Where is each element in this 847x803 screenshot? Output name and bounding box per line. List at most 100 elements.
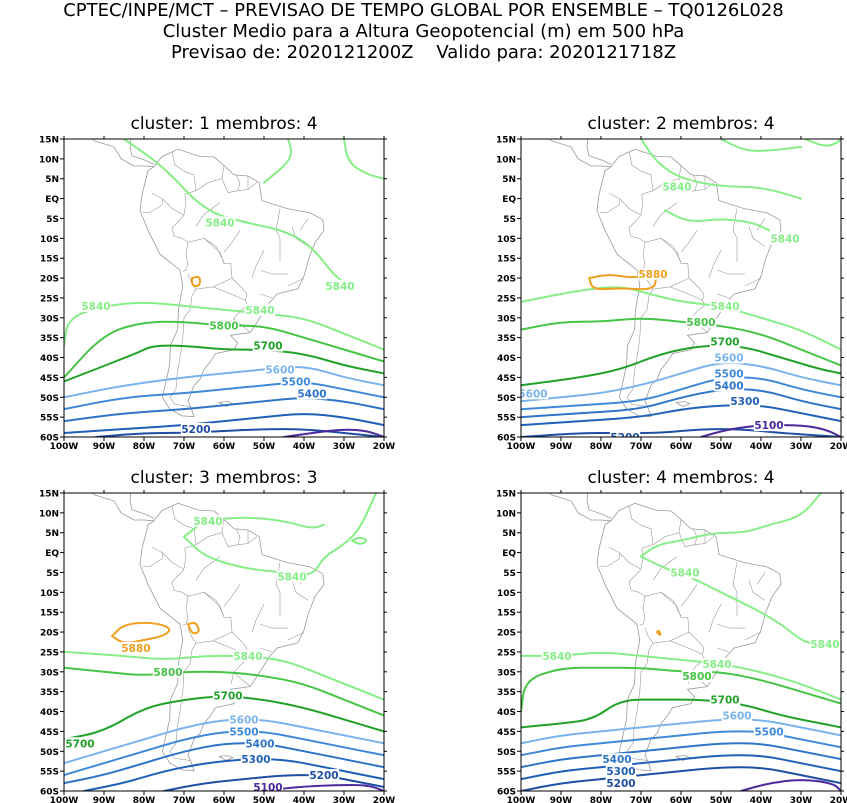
country-border — [652, 202, 678, 227]
contour-label-bg — [192, 514, 224, 527]
country-border — [708, 604, 722, 633]
coastline-hispaniola — [624, 474, 647, 483]
lat-tick-label: 20S — [497, 275, 516, 285]
lat-tick-label: 30S — [497, 668, 516, 678]
country-border — [644, 237, 690, 290]
contour-label-bg — [308, 769, 340, 782]
contour-label-5700: 5700 — [710, 337, 739, 349]
contour-label-5200: 5200 — [606, 778, 635, 790]
country-border — [716, 647, 730, 653]
lat-tick-label: 40S — [497, 354, 516, 364]
lat-tick-label: 15N — [39, 490, 59, 500]
lat-tick-label: 25S — [40, 294, 59, 304]
contour-5840 — [804, 139, 841, 147]
coastline-central-america — [548, 139, 612, 168]
lat-tick-label: 55S — [40, 768, 59, 778]
contour-label-bg — [605, 777, 637, 790]
lat-tick-label: 5S — [46, 569, 59, 579]
country-border — [221, 178, 258, 193]
contour-label-5800: 5800 — [209, 321, 238, 333]
coastline-africa — [394, 494, 434, 535]
lat-tick-label: 55S — [497, 414, 516, 424]
lat-tick-label: 60S — [40, 788, 59, 798]
lat-tick-label: 5S — [503, 215, 516, 225]
contour-label-5840: 5840 — [81, 301, 110, 313]
contour-5840 — [263, 139, 292, 184]
contour-5700 — [521, 698, 841, 729]
contour-label-bg — [180, 423, 212, 436]
contour-5700 — [64, 344, 384, 383]
lon-tick-label: 40W — [293, 796, 316, 803]
lon-tick-label: 90W — [550, 796, 573, 803]
country-border — [644, 591, 690, 644]
contour-label-5840: 5840 — [277, 571, 306, 583]
country-border — [744, 277, 762, 287]
lat-tick-label: 25S — [40, 648, 59, 658]
lon-tick-label: 30W — [333, 796, 356, 803]
contour-label-5200: 5200 — [181, 424, 210, 436]
contour-5840 — [343, 139, 384, 180]
contour-label-5600: 5600 — [229, 714, 258, 726]
lat-tick-label: 10S — [40, 235, 59, 245]
contour-label-5840: 5840 — [770, 233, 799, 245]
lat-tick-label: 30S — [40, 314, 59, 324]
country-border — [628, 151, 654, 215]
lon-tick-label: 90W — [550, 442, 573, 452]
country-border — [223, 230, 241, 253]
contour-label-bg — [228, 725, 260, 738]
lon-tick-label: 40W — [293, 442, 316, 452]
country-border — [708, 250, 722, 279]
lat-tick-label: 40S — [40, 354, 59, 364]
lon-tick-label: 30W — [790, 796, 813, 803]
lon-tick-label: 40W — [750, 796, 773, 803]
map-panel-2: 5840 5840 5880 5840 5800 5700 5600 5600 55005400… — [496, 136, 847, 453]
country-border — [626, 643, 654, 761]
country-border — [716, 623, 745, 629]
contour-label-bg — [669, 566, 701, 579]
contour-label-5600: 5600 — [714, 353, 743, 365]
lat-tick-label: 35S — [40, 334, 59, 344]
contour-label-bg — [280, 375, 312, 388]
country-border — [756, 572, 766, 585]
country-border — [692, 174, 698, 191]
contour-5100 — [740, 779, 841, 791]
country-border — [599, 192, 621, 213]
lat-tick-label: 55S — [40, 414, 59, 424]
contour-label-5840: 5840 — [810, 639, 839, 651]
contour-label-bg — [521, 387, 549, 400]
country-border — [195, 202, 221, 227]
contour-label-bg — [681, 669, 713, 682]
contour-5880 — [191, 275, 201, 287]
contour-5400 — [64, 742, 384, 785]
coastline-central-america — [91, 139, 155, 168]
contour-label-bg — [753, 725, 785, 738]
lat-tick-label: 15S — [40, 609, 59, 619]
contour-label-5800: 5800 — [686, 317, 715, 329]
contour-label-5600: 5600 — [265, 364, 294, 376]
lon-tick-label: 100W — [507, 442, 536, 452]
contour-label-5840: 5840 — [193, 516, 222, 528]
contour-label-5880: 5880 — [638, 269, 667, 281]
contour-5800 — [521, 666, 841, 713]
country-border — [652, 556, 678, 581]
lat-tick-label: 5N — [45, 175, 59, 185]
country-border — [162, 198, 189, 272]
coastline-cuba — [124, 461, 167, 474]
contour-5500 — [521, 376, 841, 411]
panel-title-1: cluster: 1 membros: 4 — [130, 114, 318, 134]
lat-tick-label: 20S — [40, 629, 59, 639]
country-border — [142, 546, 164, 567]
panel-title-4: cluster: 4 membros: 4 — [587, 468, 775, 488]
coastline-central-america-east — [586, 493, 612, 519]
lat-tick-label: 25S — [497, 294, 516, 304]
contour-label-bg — [713, 351, 745, 364]
contour-label-5300: 5300 — [606, 766, 635, 778]
contour-label-5300: 5300 — [730, 396, 759, 408]
contour-5200 — [521, 428, 841, 437]
country-border — [628, 505, 654, 569]
contour-5600 — [64, 718, 384, 765]
coastline-hispaniola — [167, 120, 190, 129]
lat-tick-label: 45S — [497, 374, 516, 384]
contour-label-bg — [809, 637, 841, 650]
contour-label-bg — [601, 753, 633, 766]
